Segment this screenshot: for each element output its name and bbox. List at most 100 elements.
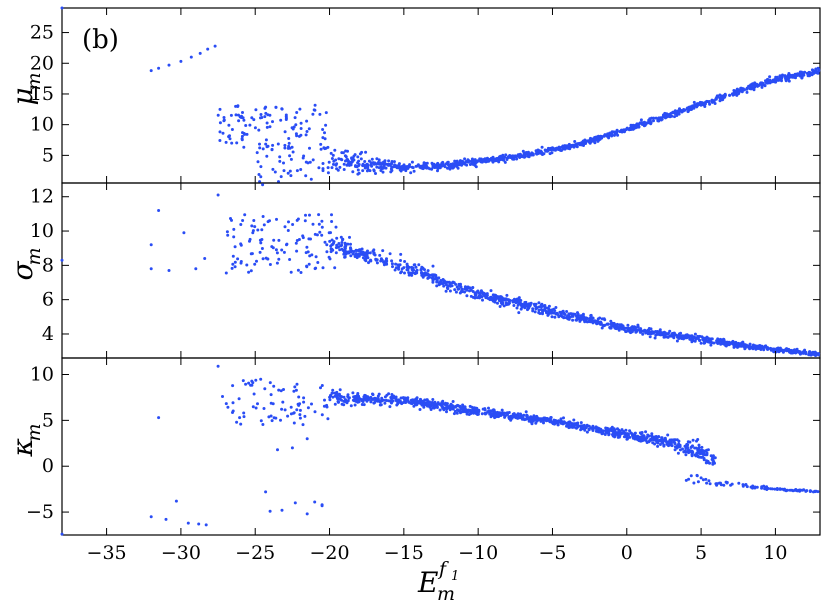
data-point: [335, 162, 339, 166]
data-point: [282, 388, 285, 391]
data-point: [330, 213, 333, 217]
data-point: [640, 435, 644, 439]
data-point: [353, 398, 357, 402]
data-point: [402, 266, 406, 270]
data-point: [552, 148, 556, 152]
data-point: [346, 242, 350, 246]
data-point: [789, 351, 793, 355]
data-point: [515, 306, 519, 310]
data-point: [356, 399, 360, 403]
data-point: [324, 123, 328, 127]
data-point: [459, 285, 463, 289]
data-point: [816, 71, 820, 75]
data-point: [231, 409, 235, 413]
data-point: [478, 294, 481, 298]
data-point: [529, 153, 533, 157]
data-point: [369, 400, 373, 404]
data-point: [574, 423, 577, 427]
data-point: [770, 80, 774, 84]
data-point: [491, 293, 495, 297]
data-point: [523, 301, 527, 304]
data-point: [454, 290, 458, 294]
data-point: [218, 139, 222, 142]
y-axis-label: σm: [6, 247, 45, 280]
data-point: [571, 318, 575, 322]
data-point: [254, 108, 258, 112]
data-point: [407, 273, 411, 277]
data-point: [233, 265, 237, 269]
data-point: [418, 408, 422, 411]
data-point: [216, 193, 220, 197]
data-point: [599, 135, 603, 139]
data-point: [655, 437, 659, 441]
data-point: [265, 154, 269, 158]
data-point: [213, 44, 217, 48]
data-point: [344, 155, 348, 159]
data-point: [349, 163, 353, 167]
data-point: [452, 412, 456, 416]
data-point: [289, 405, 293, 409]
data-point: [400, 402, 404, 406]
x-tick-label: −5: [538, 542, 566, 564]
data-point: [474, 293, 477, 297]
data-point: [778, 487, 782, 491]
data-point: [283, 408, 287, 412]
data-point: [268, 509, 272, 513]
data-point: [390, 398, 394, 402]
data-point: [732, 92, 736, 96]
data-point: [313, 103, 317, 107]
data-point: [289, 157, 293, 161]
data-point: [480, 295, 484, 299]
data-point: [463, 162, 467, 166]
data-point: [554, 419, 558, 422]
data-point: [617, 430, 621, 434]
data-point: [571, 423, 575, 427]
data-point: [524, 304, 528, 308]
data-point: [250, 383, 254, 387]
y-axis-label-sub: m: [23, 247, 45, 265]
data-point: [256, 228, 260, 232]
data-point: [375, 157, 379, 161]
data-point: [652, 119, 655, 123]
data-point: [641, 332, 645, 336]
data-point: [390, 259, 394, 263]
data-point: [275, 261, 279, 265]
data-point: [807, 71, 810, 75]
data-point: [688, 337, 692, 341]
data-point: [370, 157, 374, 161]
data-point: [624, 428, 628, 432]
data-point: [369, 258, 373, 262]
data-point: [287, 141, 291, 145]
data-point: [763, 344, 767, 348]
data-point: [581, 139, 585, 143]
data-point: [752, 88, 756, 92]
data-point: [60, 532, 64, 536]
data-point: [305, 119, 309, 123]
data-point: [431, 264, 435, 268]
data-point: [261, 147, 265, 151]
data-point: [547, 304, 551, 308]
data-point: [471, 409, 475, 413]
data-point: [509, 418, 513, 422]
data-point: [516, 412, 520, 416]
data-point: [241, 111, 244, 114]
data-point: [279, 175, 283, 179]
data-point: [766, 487, 770, 490]
data-point: [778, 346, 782, 350]
data-point: [322, 404, 326, 408]
data-point: [441, 399, 445, 403]
data-point: [279, 118, 283, 122]
data-point: [349, 242, 352, 246]
data-point: [272, 416, 276, 420]
data-point: [387, 159, 391, 163]
data-point: [347, 396, 351, 400]
data-point: [657, 439, 661, 443]
data-point: [361, 400, 365, 403]
data-point: [453, 163, 457, 167]
data-point: [718, 93, 722, 97]
data-point: [349, 250, 353, 254]
data-point: [502, 304, 506, 308]
data-point: [374, 172, 377, 175]
data-point: [778, 76, 782, 79]
data-point: [309, 177, 313, 181]
